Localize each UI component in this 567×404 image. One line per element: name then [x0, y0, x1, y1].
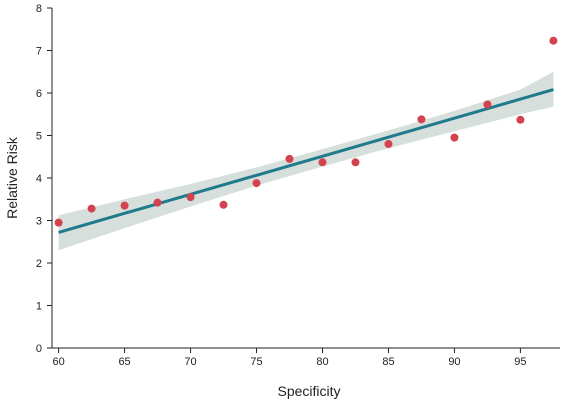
data-point — [417, 115, 426, 124]
data-point — [384, 140, 393, 148]
y-tick-label: 3 — [36, 216, 42, 228]
data-point — [87, 204, 96, 213]
data-point — [285, 154, 294, 163]
y-tick-label: 6 — [36, 88, 42, 100]
data-point — [549, 36, 558, 45]
x-tick-label: 80 — [316, 356, 328, 368]
fit-line — [58, 88, 554, 234]
y-tick-label: 5 — [36, 131, 42, 143]
x-tick-label: 75 — [250, 356, 262, 368]
fit-line-layer — [58, 88, 554, 234]
data-point — [252, 179, 261, 188]
x-tick-label: 60 — [52, 356, 64, 368]
data-point — [450, 133, 459, 142]
y-tick-label: 7 — [36, 46, 42, 58]
x-tick-label: 65 — [118, 356, 130, 368]
data-point — [483, 100, 492, 109]
x-tick-label: 90 — [448, 356, 460, 368]
y-tick-label: 4 — [36, 173, 42, 185]
x-tick-label: 95 — [514, 356, 526, 368]
y-tick-label: 0 — [36, 343, 42, 355]
data-point — [219, 200, 228, 209]
data-point — [351, 158, 360, 167]
data-point — [120, 201, 129, 210]
data-point — [153, 198, 162, 207]
data-point — [54, 218, 63, 227]
data-points-layer — [54, 36, 558, 227]
x-tick-label: 70 — [184, 356, 196, 368]
x-axis-title: Specificity — [277, 383, 340, 399]
data-point — [186, 193, 195, 202]
y-tick-label: 1 — [36, 301, 42, 313]
data-point — [318, 158, 327, 167]
y-tick-label: 8 — [36, 3, 42, 15]
y-tick-label: 2 — [36, 258, 42, 270]
x-tick-label: 85 — [382, 356, 394, 368]
y-axis-title: Relative Risk — [4, 136, 20, 219]
axes-layer: 0 1 2 3 4 5 6 7 8 60 65 70 75 80 85 90 95 — [36, 3, 560, 368]
data-point — [516, 115, 525, 124]
